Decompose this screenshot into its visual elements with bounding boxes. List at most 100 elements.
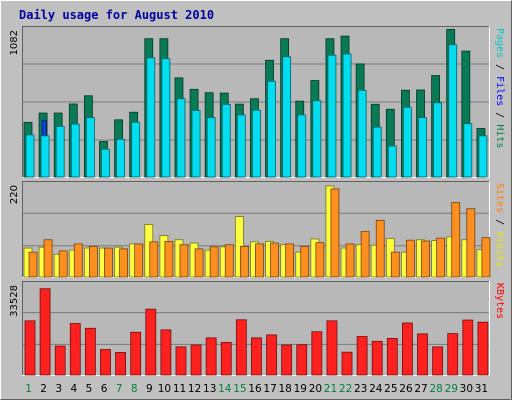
bar-sites <box>58 250 68 278</box>
bar-sites <box>239 245 249 278</box>
bar-pages <box>55 125 65 178</box>
bar-pages <box>25 134 35 178</box>
bar-pages <box>387 145 397 178</box>
bar-kbytes <box>145 308 157 376</box>
bar-kbytes <box>100 349 111 376</box>
day-label: 29 <box>445 383 458 395</box>
series-kbytes <box>24 288 489 376</box>
series-pages <box>25 44 488 178</box>
bar-pages <box>433 102 443 178</box>
x-axis-day-labels: 1 2 3 4 5 6 7 8 9 10 11 12 13 14 15 16 17 18 19 20 21 22 23 24 2… <box>25 383 488 395</box>
bar-pages <box>463 123 473 178</box>
bar-pages <box>297 114 307 178</box>
bar-kbytes <box>432 346 444 376</box>
bar-sites <box>209 246 219 278</box>
legend-part: / <box>494 58 505 76</box>
bar-kbytes <box>341 351 353 376</box>
bar-kbytes <box>462 319 474 376</box>
day-label: 31 <box>475 383 488 395</box>
y-max-label: 33528 <box>9 285 20 317</box>
bar-sites <box>421 240 430 278</box>
bar-sites <box>88 245 98 278</box>
day-label: 25 <box>384 383 397 395</box>
series-sites <box>28 188 491 278</box>
bar-kbytes <box>447 333 459 376</box>
bar-sites <box>194 248 204 278</box>
day-label: 6 <box>101 383 108 395</box>
bar-pages <box>357 89 367 178</box>
bar-sites <box>104 247 113 278</box>
chart-panels: 1082 Pages / Files / Hits 220 Sites / Visit… <box>9 26 505 376</box>
series-legend-label: KBytes <box>494 283 505 319</box>
day-label: 23 <box>354 383 367 395</box>
bar-sites <box>119 248 128 278</box>
panel-visits-sites: 220 Sites / Visits <box>9 181 505 278</box>
day-label: 28 <box>429 383 442 395</box>
bar-sites <box>149 241 159 278</box>
day-label: 18 <box>279 383 292 395</box>
day-label: 1 <box>25 383 32 395</box>
legend-part: Pages <box>494 28 505 58</box>
bar-sites <box>179 244 189 278</box>
bar-sites <box>224 244 234 278</box>
bar-kbytes <box>175 346 187 376</box>
bar-sites <box>436 237 446 278</box>
bar-kbytes <box>220 341 232 376</box>
day-label: 26 <box>399 383 413 395</box>
day-label: 19 <box>294 383 307 395</box>
bar-sites <box>134 243 144 278</box>
bar-pages <box>327 54 337 178</box>
bar-kbytes <box>205 337 217 376</box>
bar-sites <box>255 243 264 278</box>
bar-pages <box>448 44 458 178</box>
bar-pages <box>236 114 246 178</box>
bar-sites <box>390 251 400 278</box>
bar-kbytes <box>417 333 428 376</box>
legend-part: Hits <box>494 124 505 148</box>
day-label: 12 <box>188 383 201 395</box>
day-label: 15 <box>233 383 246 395</box>
day-label: 14 <box>218 383 232 395</box>
y-max-label: 220 <box>9 185 20 204</box>
bar-sites <box>481 237 491 278</box>
day-label: 17 <box>263 383 276 395</box>
bar-pages <box>221 104 231 178</box>
bar-pages <box>372 126 382 178</box>
bar-pages <box>282 56 292 178</box>
legend-part: Files <box>494 76 505 106</box>
panel-hits-files-pages: 1082 Pages / Files / Hits <box>9 26 505 178</box>
bar-kbytes <box>296 344 308 376</box>
bar-sites <box>466 208 476 278</box>
y-max-label: 1082 <box>9 30 20 55</box>
bar-kbytes <box>84 327 96 376</box>
bar-sites <box>360 231 370 278</box>
bar-kbytes <box>356 336 368 376</box>
day-label: 11 <box>173 383 186 395</box>
bar-kbytes <box>251 337 262 376</box>
bar-sites <box>270 242 279 278</box>
day-label: 8 <box>131 383 138 395</box>
bar-sites <box>300 245 310 278</box>
day-label: 30 <box>460 383 473 395</box>
bar-pages <box>206 117 216 178</box>
day-label: 21 <box>324 383 337 395</box>
bar-kbytes <box>386 337 398 376</box>
bar-kbytes <box>281 344 293 376</box>
bar-sites <box>28 251 38 278</box>
bar-pages <box>191 110 201 178</box>
day-label: 16 <box>248 383 262 395</box>
legend-part: KBytes <box>494 283 505 319</box>
series-visits <box>23 185 486 278</box>
day-label: 3 <box>55 383 62 395</box>
bar-kbytes <box>130 331 142 376</box>
bar-pages <box>478 135 488 178</box>
bar-sites <box>406 239 415 278</box>
legend-part: / <box>494 106 505 124</box>
bar-pages <box>101 148 110 178</box>
day-label: 20 <box>309 383 322 395</box>
day-label: 10 <box>158 383 171 395</box>
bar-pages <box>403 106 412 178</box>
legend-part: Visits <box>494 231 505 267</box>
bar-kbytes <box>39 288 51 376</box>
bar-pages <box>85 117 95 178</box>
